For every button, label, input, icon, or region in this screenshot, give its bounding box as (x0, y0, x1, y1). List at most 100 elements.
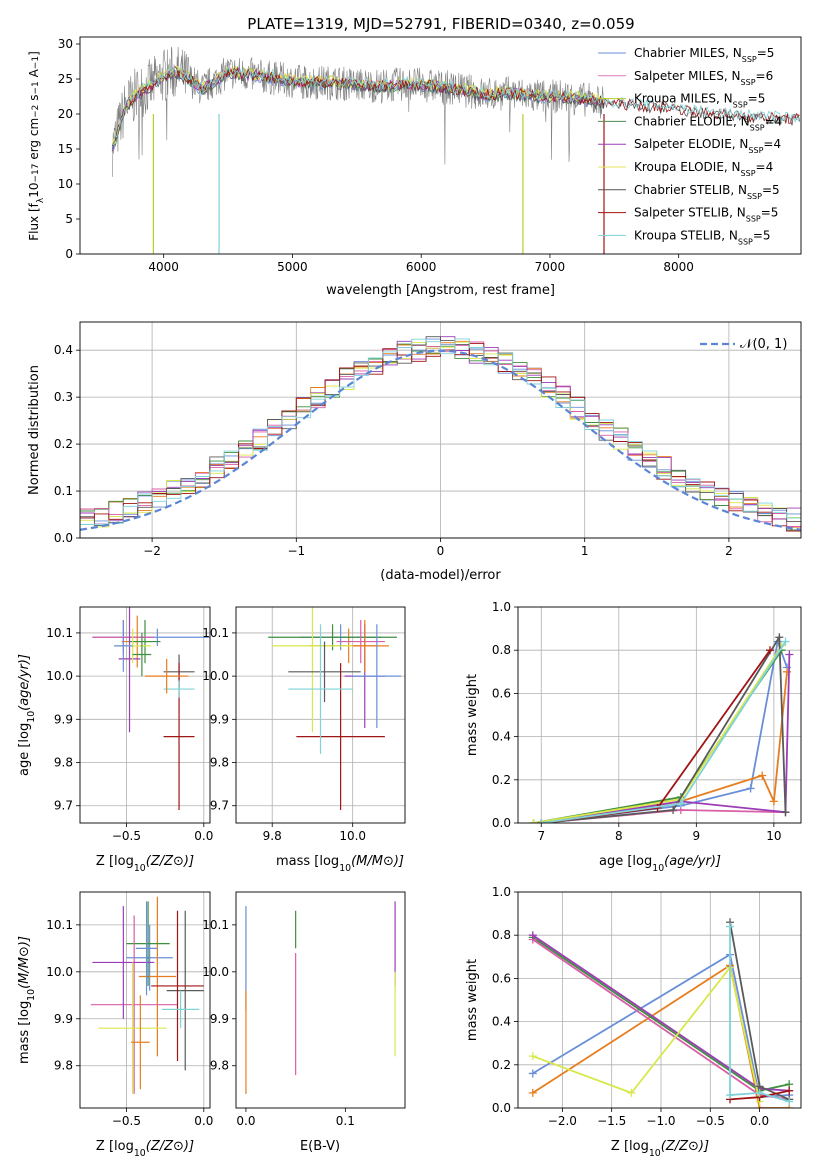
y-tick-label: 0.8 (492, 928, 511, 942)
observed-spectrum (111, 46, 605, 178)
spectrum-plot: 4000 5000 6000 7000 8000 0 5 10 15 20 25 30 waveleng… (27, 36, 802, 298)
x-tick-label: 5000 (277, 260, 308, 274)
hist-series-9 (80, 338, 801, 534)
x-tick-label: −0.5 (112, 829, 141, 843)
series-marker (627, 1088, 636, 1097)
series-marker (529, 819, 538, 823)
y-axis-label: mass weight (465, 959, 480, 1041)
x-tick-label: 7000 (535, 260, 566, 274)
x-axis-label: mass [log10(M/M⊙)] (276, 854, 404, 874)
errorbars (268, 607, 401, 811)
x-tick-label: 7 (537, 829, 545, 843)
x-axis-label: Z [log10(Z/Z⊙)] (611, 1139, 709, 1159)
axes-frame (79, 321, 802, 539)
y-tick-label: 5 (65, 212, 73, 226)
figure-title: PLATE=1319, MJD=52791, FIBERID=0340, z=0… (247, 15, 634, 33)
x-tick-label: 0.0 (194, 1114, 213, 1128)
series-line-1 (532, 953, 790, 1099)
y-tick-label: 9.9 (210, 1012, 229, 1026)
axes-frame (235, 891, 406, 1109)
errorbars (92, 607, 210, 811)
legend-label-8: Salpeter STELIB, NSSP=5 (634, 206, 778, 224)
series-marker (785, 1086, 794, 1095)
y-tick-label: 10.0 (202, 965, 229, 979)
mass-weight-vs-metallicity-plot: −2.0 −1.5 −1.0 −0.5 0.0 0.0 0.2 0.4 0.6 0.8 1.0 mas… (465, 885, 802, 1159)
x-tick-label: 0.0 (750, 1114, 769, 1128)
legend-label-6: Kroupa ELODIE, NSSP=4 (634, 160, 773, 178)
spectrum-lines (111, 46, 801, 254)
y-tick-label: 30 (58, 37, 73, 51)
series-marker (669, 806, 678, 815)
series-marker (528, 931, 537, 940)
residual-histogram-plot: −2 −1 0 1 2 0.0 0.1 0.2 0.3 0.4 (data-model)/error… (27, 321, 802, 583)
x-tick-label: 9 (693, 829, 701, 843)
mass-weight-vs-age-plot: 7 8 9 10 0.0 0.2 0.4 0.6 0.8 1.0 mass weight age [l… (465, 600, 802, 874)
x-tick-label: 10 (766, 829, 781, 843)
model-spectrum-2 (111, 66, 604, 152)
x-tick-label: −0.5 (696, 1114, 725, 1128)
axes-frame (79, 891, 211, 1109)
y-tick-label: 10 (58, 177, 73, 191)
x-tick-label: 1 (581, 544, 589, 558)
y-tick-label: 10.0 (46, 669, 73, 683)
y-axis-label: Flux [fλ10−17 erg cm−2 s−1 A−1] (27, 51, 46, 241)
legend-label-9: Kroupa STELIB, NSSP=5 (634, 228, 771, 246)
y-tick-label: 25 (58, 72, 73, 86)
legend-label-1: Chabrier MILES, NSSP=5 (634, 46, 774, 64)
x-tick-label: 9.8 (263, 829, 282, 843)
series-lines (529, 633, 794, 823)
series-marker (755, 1088, 764, 1097)
y-axis-label: age [log10(age/yr)] (17, 654, 37, 776)
y-tick-label: 1.0 (492, 885, 511, 899)
x-tick-label: −0.5 (112, 1114, 141, 1128)
x-tick-label: 0 (437, 544, 445, 558)
y-tick-label: 1.0 (492, 600, 511, 614)
y-tick-label: 9.9 (54, 1012, 73, 1026)
axes-frame (79, 606, 211, 824)
y-tick-label: 9.8 (54, 756, 73, 770)
x-tick-label: 8000 (663, 260, 694, 274)
y-tick-label: 9.8 (210, 756, 229, 770)
series-line-1 (541, 638, 788, 823)
axes-frame (235, 606, 406, 824)
legend-label-2: Salpeter MILES, NSSP=6 (634, 69, 773, 87)
histogram-series (80, 336, 801, 534)
series-marker (746, 784, 755, 793)
legend-label-7: Chabrier STELIB, NSSP=5 (634, 183, 780, 201)
age-vs-metallicity-plot: −0.5 0.0 9.7 9.8 9.9 10.0 10.1 Z [log10(Z/Z⊙)] a… (17, 606, 213, 874)
series-marker (769, 797, 778, 806)
x-tick-label: −1 (287, 544, 305, 558)
x-axis-label: Z [log10(Z/Z⊙)] (96, 1139, 194, 1159)
series-marker (785, 1097, 794, 1106)
legend-label: 𝒩(0, 1) (740, 337, 787, 352)
y-tick-label: 0.0 (54, 531, 73, 545)
series-marker (785, 650, 794, 659)
x-tick-label: −2.0 (548, 1114, 577, 1128)
y-tick-label: 0.4 (492, 730, 511, 744)
series-marker (726, 1091, 735, 1100)
x-axis-label: age [log10(age/yr)] (599, 854, 721, 874)
y-tick-label: 0.2 (54, 437, 73, 451)
mass-vs-metallicity-plot: −0.5 0.0 9.8 9.9 10.0 10.1 Z [log10(Z/Z⊙)] mass… (17, 891, 213, 1159)
axes-frame (79, 36, 802, 255)
series-marker (781, 637, 790, 646)
errorbars (90, 896, 204, 1094)
errorbars (245, 901, 396, 1094)
y-tick-label: 0.2 (492, 1058, 511, 1072)
y-tick-label: 0.0 (492, 816, 511, 830)
series-marker (528, 1088, 537, 1097)
y-tick-label: 0.0 (492, 1101, 511, 1115)
x-tick-label: −1.5 (597, 1114, 626, 1128)
model-spectrum-8 (112, 66, 800, 146)
y-tick-label: 10.0 (202, 669, 229, 683)
series-line-9 (729, 926, 790, 1103)
y-tick-label: 0.2 (492, 773, 511, 787)
y-tick-label: 0.4 (492, 1015, 511, 1029)
y-tick-label: 0.8 (492, 643, 511, 657)
y-tick-label: 10.0 (46, 965, 73, 979)
series-marker (676, 799, 685, 808)
y-axis-label: mass weight (465, 674, 480, 756)
model-spectrum-9 (112, 65, 800, 145)
series-marker (781, 808, 790, 817)
x-tick-label: 0.0 (194, 829, 213, 843)
